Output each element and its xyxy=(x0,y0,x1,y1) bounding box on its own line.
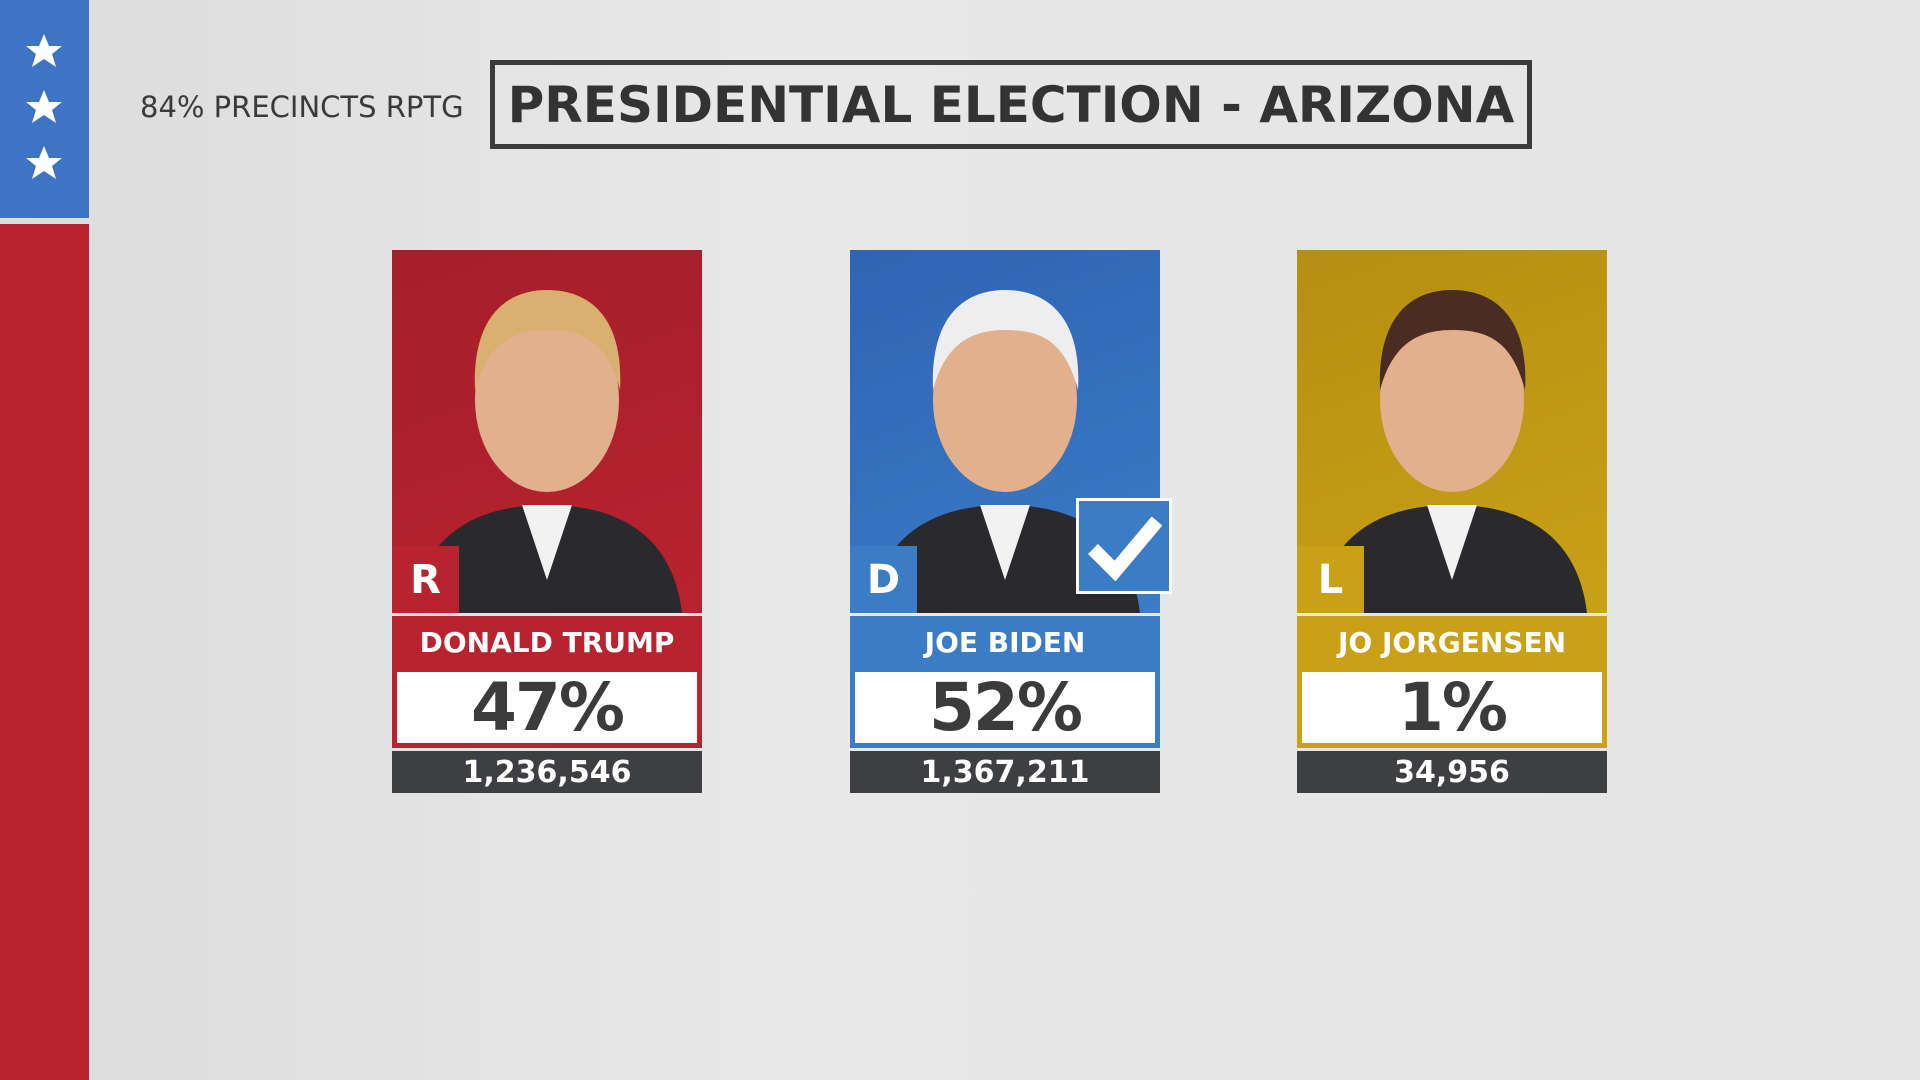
portrait xyxy=(412,290,682,613)
candidate-percent: 1% xyxy=(1297,667,1607,748)
candidate-percent: 47% xyxy=(392,667,702,748)
party-badge: D xyxy=(850,546,917,613)
candidate-votes: 1,236,546 xyxy=(392,751,702,793)
candidate-name: JO JORGENSEN xyxy=(1297,616,1607,668)
check-icon xyxy=(1088,516,1163,582)
party-badge: L xyxy=(1297,546,1364,613)
candidate-name: DONALD TRUMP xyxy=(392,616,702,668)
title-box: PRESIDENTIAL ELECTION - ARIZONA xyxy=(490,60,1532,149)
flag-red xyxy=(0,224,89,1080)
candidate-percent: 52% xyxy=(850,667,1160,748)
stars xyxy=(26,34,62,179)
title: PRESIDENTIAL ELECTION - ARIZONA xyxy=(507,75,1515,134)
precincts: 84% PRECINCTS RPTG xyxy=(140,90,464,124)
party-badge: R xyxy=(392,546,459,613)
candidate-photo: L xyxy=(1297,250,1607,613)
flag-blue xyxy=(0,0,89,218)
candidate-name: JOE BIDEN xyxy=(850,616,1160,668)
winner-check xyxy=(1076,498,1172,594)
portrait xyxy=(1317,290,1587,613)
candidate-photo: D xyxy=(850,250,1160,613)
candidate-votes: 34,956 xyxy=(1297,751,1607,793)
candidate-photo: R xyxy=(392,250,702,613)
candidate-votes: 1,367,211 xyxy=(850,751,1160,793)
portrait xyxy=(870,290,1140,613)
